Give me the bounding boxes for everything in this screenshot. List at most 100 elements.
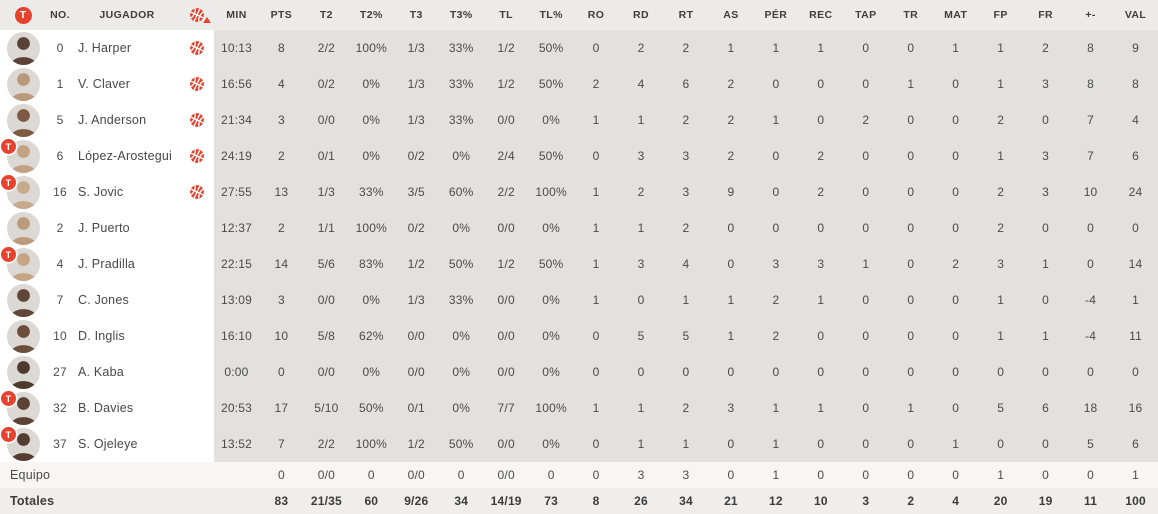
player-name[interactable]: S. Ojeleye <box>78 437 138 451</box>
stat-cell: 0/0 <box>483 210 529 246</box>
column-header-rd[interactable]: RD <box>633 9 650 21</box>
player-name[interactable]: V. Claver <box>78 77 131 91</box>
player-name[interactable]: J. Harper <box>78 41 132 55</box>
player-row[interactable]: 7 C. Jones 13:09 3 0/0 0% 1/3 33% 0/0 0% 1 0 1 1 2 1 0 0 0… <box>0 282 1158 318</box>
stat-cell: 1 <box>798 282 844 318</box>
column-header-fr[interactable]: FR <box>1038 9 1054 21</box>
stat-cell: 0 <box>708 354 754 390</box>
column-header-starters[interactable] <box>180 0 214 30</box>
column-header-jugador[interactable]: JUGADOR <box>99 9 155 21</box>
stat-cell: 0 <box>888 138 934 174</box>
stat-cell: 33% <box>438 102 484 138</box>
column-header-t2[interactable]: T2 <box>319 9 333 21</box>
column-header-rt[interactable]: RT <box>678 9 694 21</box>
player-name[interactable]: C. Jones <box>78 293 129 307</box>
column-header-tap[interactable]: TAP <box>855 9 877 21</box>
stat-cell: 22:15 <box>214 246 259 282</box>
stat-cell: 2 <box>663 102 709 138</box>
column-header-as[interactable]: AS <box>723 9 739 21</box>
team-stat-cell: 0 <box>862 468 870 482</box>
stat-cell: 0 <box>933 138 979 174</box>
player-number: 32 <box>53 401 67 415</box>
stat-cell: 0% <box>528 102 574 138</box>
player-name[interactable]: López-Arostegui <box>78 149 173 163</box>
stat-cell: 2 <box>843 102 889 138</box>
stat-cell: 0 <box>708 426 754 462</box>
player-number: 7 <box>56 293 64 307</box>
team-stat-cell: 0 <box>817 468 825 482</box>
stat-cell: 0 <box>843 390 889 426</box>
column-header-fp[interactable]: FP <box>993 9 1008 21</box>
stat-cell: 1 <box>933 30 979 66</box>
player-name[interactable]: J. Pradilla <box>78 257 136 271</box>
team-stat-cell: 0/0 <box>497 468 515 482</box>
totals-stat-cell: 14/19 <box>490 494 522 508</box>
player-row[interactable]: T 32 B. Davies 20:53 17 5/10 50% 0/1 0% 7/7 100% 1 1… <box>0 390 1158 426</box>
column-header-t2[interactable]: T2% <box>359 9 383 21</box>
player-row[interactable]: T 16 S. Jovic 27:55 13 1/3 33% 3/5 60% 2/2 100% 1 2… <box>0 174 1158 210</box>
player-row[interactable]: 0 J. Harper 10:13 8 2/2 100% 1/3 33% 1/2 50% 0 2 2 1… <box>0 30 1158 66</box>
column-header-mat[interactable]: MAT <box>944 9 968 21</box>
avatar-cell: T <box>0 426 46 462</box>
stat-cell: 2 <box>258 138 304 174</box>
stat-cell: 100% <box>348 210 394 246</box>
avatar <box>6 67 40 101</box>
stat-cell: 0 <box>888 210 934 246</box>
player-row[interactable]: 27 A. Kaba 0:00 0 0/0 0% 0/0 0% 0/0 0% 0 0 0 0 0 0 0 0 0 0 0… <box>0 354 1158 390</box>
column-header-val[interactable]: VAL <box>1124 9 1147 21</box>
starter-cell <box>180 30 214 66</box>
column-header-tl[interactable]: TL% <box>539 9 563 21</box>
stat-cell: 13:52 <box>214 426 259 462</box>
stat-cell: 0 <box>798 426 844 462</box>
stat-cell: 1 <box>753 102 799 138</box>
stat-cell: 0 <box>888 318 934 354</box>
avatar <box>6 319 40 353</box>
stat-cell: 6 <box>663 66 709 102</box>
stat-cell: 4 <box>618 66 664 102</box>
player-row[interactable]: T 4 J. Pradilla 22:15 14 5/6 83% 1/2 50% 1/2 50% 1 3… <box>0 246 1158 282</box>
player-name[interactable]: J. Anderson <box>78 113 147 127</box>
column-header-t3[interactable]: T3 <box>409 9 423 21</box>
totals-row: Totales 83 21/35 60 9/26 34 14/19 73 8 26 34 21 12 1… <box>0 488 1158 514</box>
column-header-pts[interactable]: PTS <box>270 9 293 21</box>
column-header-+[interactable]: +- <box>1085 9 1096 21</box>
player-name[interactable]: B. Davies <box>78 401 134 415</box>
player-name[interactable]: S. Jovic <box>78 185 124 199</box>
player-row[interactable]: 1 V. Claver 16:56 4 0/2 0% 1/3 33% 1/2 50% 2 4 6 2 0 0… <box>0 66 1158 102</box>
basketball-icon <box>190 41 204 55</box>
avatar-cell: T <box>0 390 46 426</box>
stat-cell: 0 <box>618 282 664 318</box>
player-row[interactable]: 10 D. Inglis 16:10 10 5/8 62% 0/0 0% 0/0 0% 0 5 5 1 2 0… <box>0 318 1158 354</box>
player-name[interactable]: A. Kaba <box>78 365 124 379</box>
column-header-rec[interactable]: REC <box>809 9 833 21</box>
player-name[interactable]: D. Inglis <box>78 329 125 343</box>
column-header-ro[interactable]: RO <box>587 9 605 21</box>
player-number: 1 <box>56 77 64 91</box>
stat-cell: 0 <box>753 138 799 174</box>
column-header-t3[interactable]: T3% <box>449 9 473 21</box>
starter-cell <box>180 390 214 426</box>
avatar-cell <box>0 66 46 102</box>
player-row[interactable]: 2 J. Puerto 12:37 2 1/1 100% 0/2 0% 0/0 0% 1 1 2 0 0 0 0… <box>0 210 1158 246</box>
player-name[interactable]: J. Puerto <box>78 221 130 235</box>
stat-cell: 16 <box>1113 390 1158 426</box>
player-row[interactable]: T 37 S. Ojeleye 13:52 7 2/2 100% 1/2 50% 0/0 0% 0 1 1… <box>0 426 1158 462</box>
stat-cell: 3 <box>753 246 799 282</box>
stat-cell: 2 <box>978 210 1024 246</box>
stat-cell: 83% <box>348 246 394 282</box>
totals-row-label: Totales <box>10 494 55 508</box>
stat-cell: 1 <box>573 246 619 282</box>
player-row[interactable]: T 6 López-Arostegui 24:19 2 0/1 0% 0/2 0% 2/4 50%… <box>0 138 1158 174</box>
stat-cell: 0% <box>438 354 484 390</box>
totals-stat-cell: 4 <box>952 494 960 508</box>
column-header-tl[interactable]: TL <box>499 9 513 21</box>
player-row[interactable]: 5 J. Anderson 21:34 3 0/0 0% 1/3 33% 0/0 0% 1 1 2 2 1… <box>0 102 1158 138</box>
column-header-no[interactable]: NO. <box>50 9 70 21</box>
column-header-pr[interactable]: PÉR <box>764 9 788 21</box>
starter-cell <box>180 174 214 210</box>
column-header-tr[interactable]: TR <box>903 9 919 21</box>
stat-cell: 1/1 <box>303 210 349 246</box>
column-header-min[interactable]: MIN <box>226 9 247 21</box>
stat-cell: 6 <box>1023 390 1069 426</box>
totals-stat-cell: 73 <box>544 494 558 508</box>
